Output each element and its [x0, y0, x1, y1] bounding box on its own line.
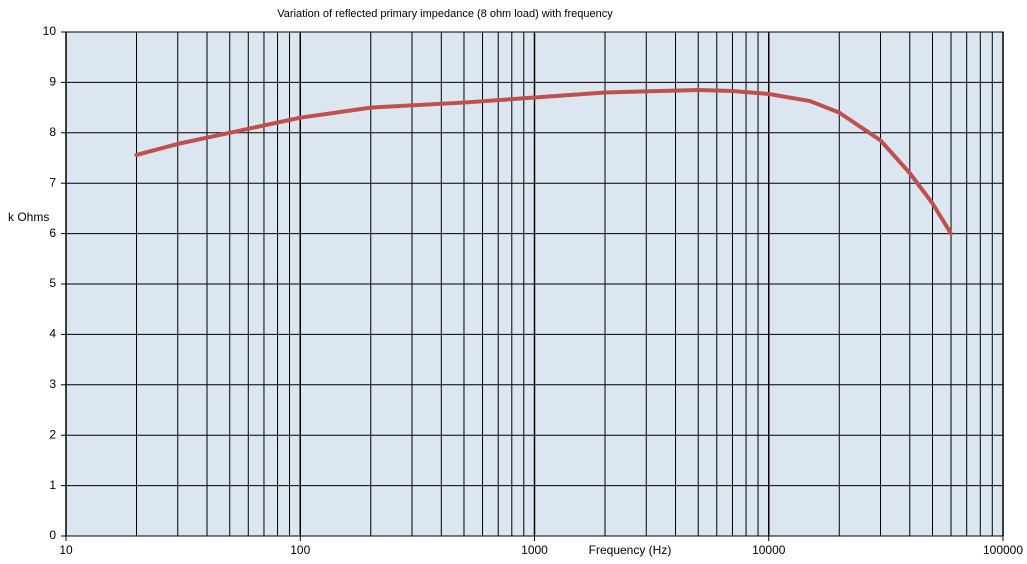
y-tick-label: 10 — [43, 24, 57, 38]
y-tick-label: 9 — [49, 75, 56, 89]
y-tick-label: 7 — [49, 175, 56, 189]
y-tick-label: 0 — [49, 528, 56, 542]
line — [134, 87, 954, 236]
chart-title: Variation of reflected primary impedance… — [277, 8, 613, 20]
y-axis-label: k Ohms — [8, 210, 49, 224]
y-tick-label: 6 — [49, 226, 56, 240]
x-tick-label: 10000 — [752, 543, 786, 557]
y-tick-label: 8 — [49, 125, 56, 139]
y-tick-label: 1 — [49, 478, 56, 492]
x-axis-label: Frequency (Hz) — [589, 543, 672, 557]
x-tick-label: 10 — [59, 543, 73, 557]
y-tick-label: 5 — [49, 276, 56, 290]
y-tick-label: 2 — [49, 427, 56, 441]
x-tick-label: 1000 — [521, 543, 548, 557]
x-tick-label: 100 — [290, 543, 310, 557]
x-tick-label: 100000 — [983, 543, 1023, 557]
y-tick-label: 4 — [49, 327, 56, 341]
y-tick-label: 3 — [49, 377, 56, 391]
